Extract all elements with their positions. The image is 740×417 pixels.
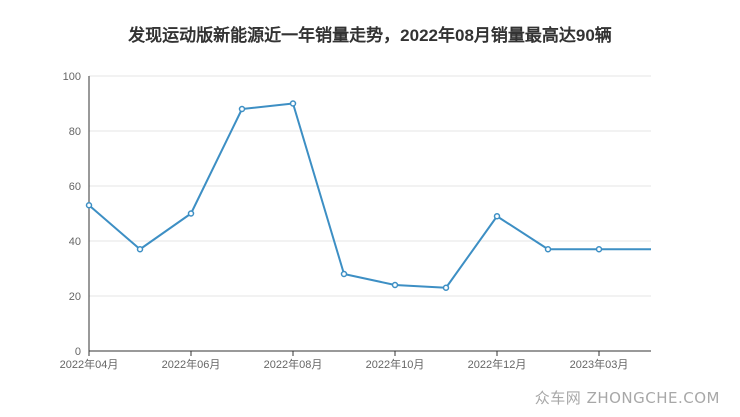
data-point bbox=[493, 213, 501, 220]
data-point bbox=[238, 105, 246, 113]
data-point bbox=[187, 210, 195, 217]
data-point bbox=[544, 246, 552, 253]
x-tick-label: 2022年08月 bbox=[264, 357, 323, 371]
data-point bbox=[136, 246, 144, 253]
y-tick-label: 100 bbox=[63, 71, 81, 83]
data-point bbox=[340, 270, 348, 278]
data-point bbox=[595, 246, 603, 253]
y-tick-label: 0 bbox=[75, 346, 81, 358]
data-point bbox=[85, 202, 93, 209]
data-point bbox=[442, 284, 450, 291]
x-tick-label: 2022年12月 bbox=[468, 357, 527, 371]
chart-title: 发现运动版新能源近一年销量走势，2022年08月销量最高达90辆 bbox=[128, 26, 612, 45]
x-tick-label: 2022年10月 bbox=[366, 357, 425, 371]
y-tick-label: 40 bbox=[69, 236, 81, 248]
x-tick-label: 2022年04月 bbox=[60, 357, 119, 371]
series-line bbox=[88, 102, 651, 289]
data-point bbox=[289, 100, 297, 107]
x-tick-label: 2022年06月 bbox=[162, 357, 221, 371]
y-tick-label: 60 bbox=[69, 181, 81, 193]
data-point bbox=[391, 281, 399, 289]
x-tick-label: 2023年03月 bbox=[570, 357, 629, 371]
y-tick-label: 20 bbox=[69, 291, 81, 303]
y-tick-label: 80 bbox=[69, 126, 81, 138]
watermark: 众车网 ZHONGCHE.COM bbox=[534, 389, 720, 407]
